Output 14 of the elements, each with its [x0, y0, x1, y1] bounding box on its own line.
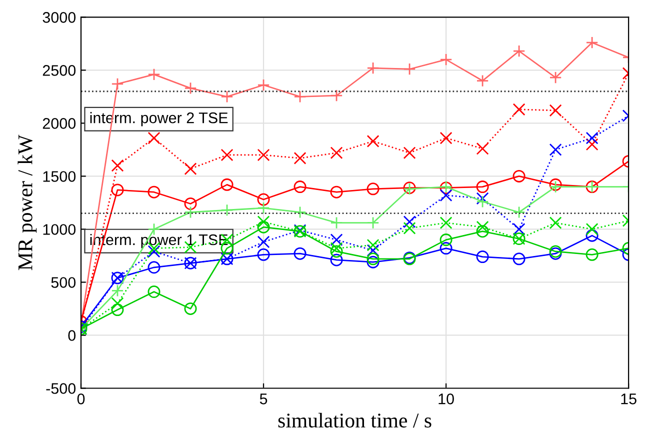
x-tick-label: 15	[621, 394, 636, 404]
x-tick-label: 5	[260, 394, 268, 404]
y-tick-label: -500	[46, 383, 76, 394]
y-axis-title: MR power / kW	[18, 134, 37, 270]
x-axis-title: simulation time / s	[278, 412, 432, 428]
y-tick-label: 2000	[42, 118, 76, 129]
x-tick-label: 10	[438, 394, 454, 404]
y-tick-label: 1500	[43, 171, 76, 182]
y-tick-label: 3000	[42, 12, 76, 23]
y-tick-label: 2500	[42, 65, 76, 76]
y-tick-label: 0	[68, 330, 76, 341]
y-tick-label: 500	[51, 277, 76, 288]
x-tick-label: 0	[77, 394, 85, 404]
y-tick-label: 1000	[43, 224, 76, 235]
